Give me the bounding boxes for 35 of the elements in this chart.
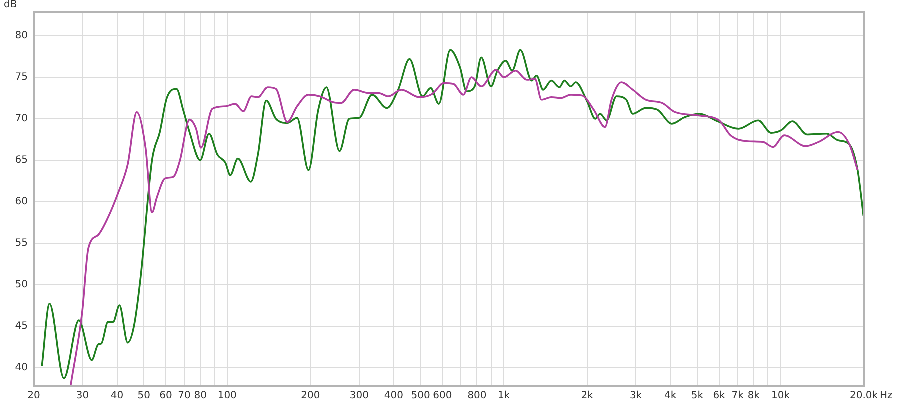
y-tick-label: 70 — [15, 114, 28, 125]
y-tick-label: 40 — [15, 362, 28, 374]
y-tick-label: 65 — [15, 155, 28, 166]
y-tick-label: 45 — [15, 320, 28, 332]
x-tick-label: 50 — [138, 390, 150, 402]
x-tick-label: 6k — [713, 390, 726, 402]
x-tick-label: 40 — [110, 390, 124, 402]
y-axis-title: dB — [4, 0, 18, 11]
x-tick-label: 80 — [194, 390, 207, 402]
x-tick-label: 5k — [691, 390, 704, 402]
x-tick-label: 100 — [218, 390, 237, 402]
x-axis-title: Hz — [880, 390, 893, 402]
x-tick-label: 600 — [433, 390, 452, 402]
x-tick-label: 800 — [468, 390, 487, 402]
x-tick-label: 400 — [384, 390, 404, 402]
x-tick-label: 2k — [581, 390, 594, 402]
x-tick-label: 300 — [350, 390, 369, 402]
x-tick-label: 30 — [76, 390, 90, 402]
x-tick-label: 500 — [411, 390, 430, 402]
y-tick-label: 80 — [15, 30, 28, 42]
y-tick-label: 60 — [15, 196, 28, 208]
x-tick-label: 70 — [178, 390, 191, 402]
y-tick-label: 75 — [15, 72, 28, 84]
x-tick-label: 10k — [771, 390, 790, 402]
x-tick-label: 8k — [748, 390, 760, 402]
x-tick-label: 3k — [630, 390, 642, 402]
x-tick-label: 1k — [498, 390, 510, 402]
x-tick-label: 60 — [160, 390, 172, 402]
x-tick-label: 200 — [301, 390, 320, 402]
x-tick-label: 20.0k — [850, 390, 878, 402]
x-tick-label: 20 — [28, 390, 40, 402]
y-tick-label: 55 — [15, 238, 28, 249]
y-tick-label: 50 — [15, 279, 28, 290]
x-tick-label: 4k — [664, 390, 677, 402]
x-tick-label: 7k — [732, 390, 744, 402]
